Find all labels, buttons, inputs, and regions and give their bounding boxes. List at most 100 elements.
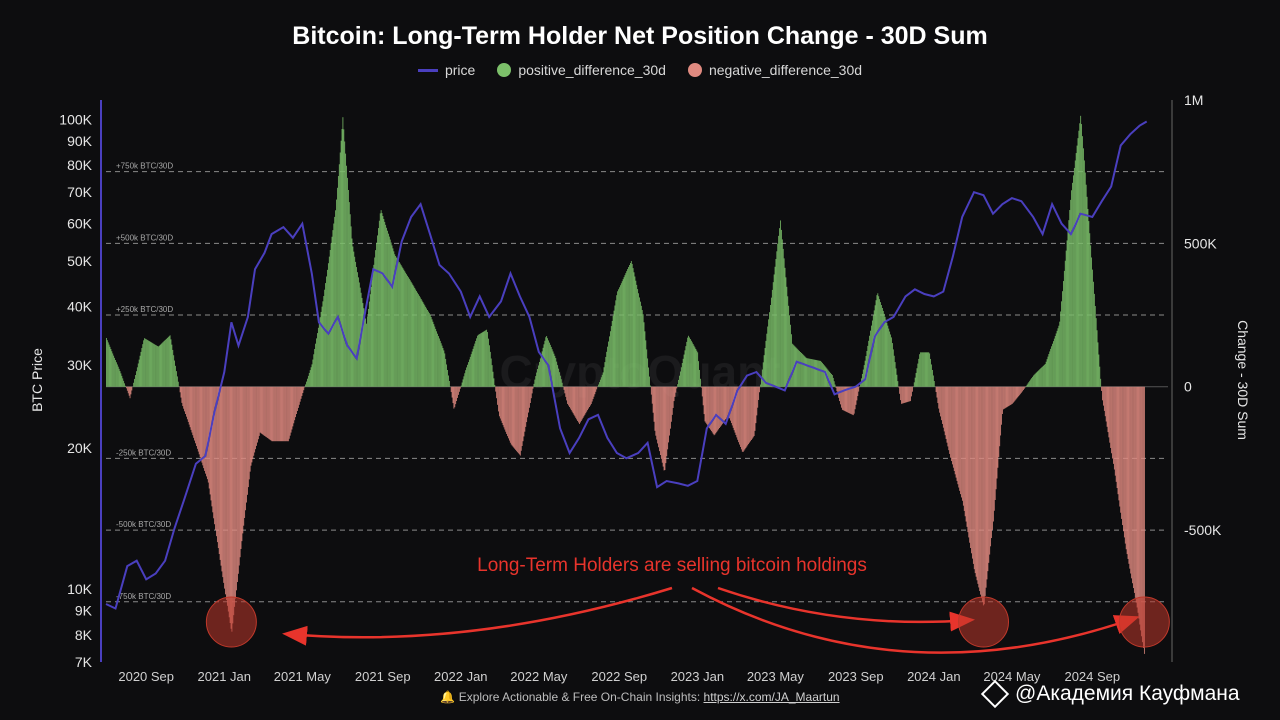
x-tick-label: 2022 Sep [591,669,647,684]
bar-negative [911,386,912,397]
bar-positive [807,358,809,387]
bar-negative [302,386,304,394]
bar-positive [800,351,801,387]
bar-negative [195,386,196,444]
bar-positive [896,374,898,387]
bar-positive [493,378,495,387]
bar-negative [718,386,720,430]
bar-negative [279,386,281,442]
legend-item-price[interactable]: price [417,62,475,78]
bar-positive [773,274,775,387]
bar-negative [650,386,652,395]
bar-positive [374,257,376,387]
bar-negative [845,386,847,412]
bar-positive [678,379,679,387]
bar-positive [801,353,803,387]
bar-negative [458,386,460,392]
bar-negative [1113,386,1115,470]
bar-positive [915,372,917,387]
bar-positive [488,338,489,387]
bar-negative [1117,386,1119,495]
bar-negative [756,386,758,416]
bar-negative [563,386,565,390]
bar-negative [715,386,717,434]
bar-positive [383,218,385,387]
bar-positive [1063,281,1064,387]
bar-positive [138,359,140,387]
bar-positive [393,251,395,387]
bar-positive [792,344,794,387]
footer-link[interactable]: https://x.com/JA_Maartun [703,690,840,704]
bar-positive [877,293,879,387]
bar-positive [314,348,316,387]
bar-negative [227,386,229,612]
bar-negative [1019,386,1021,395]
bar-positive [137,363,139,387]
bar-positive [642,314,644,387]
x-tick-label: 2022 Jan [434,669,488,684]
bar-negative [1135,386,1137,603]
bar-positive [781,239,783,387]
bar-negative [297,386,299,408]
bar-negative [596,386,598,390]
bar-positive [428,313,430,387]
bar-positive [803,355,805,387]
bar-negative [980,386,982,595]
bar-positive [399,263,401,387]
bar-negative [218,386,220,555]
bar-positive [1095,318,1097,387]
bar-positive [683,354,685,387]
bar-negative [129,386,131,399]
bar-negative [192,386,194,436]
bar-positive [760,384,761,387]
bar-negative [196,386,197,447]
bar-negative [269,386,271,440]
bar-negative [238,386,240,566]
bar-positive [812,359,814,387]
bar-negative [222,386,224,578]
legend-item-positive[interactable]: positive_difference_30d [497,62,666,78]
bar-positive [117,366,119,387]
bar-negative [219,386,221,560]
bar-positive [1026,384,1028,387]
bar-positive [791,334,792,387]
bar-positive [305,384,307,387]
bar-negative [1007,386,1009,407]
axes-group [100,100,1173,662]
bar-positive [612,315,614,387]
bar-positive [177,381,179,387]
bar-positive [110,349,112,387]
bar-positive [440,343,442,387]
bar-positive [1040,368,1042,387]
bar-negative [982,386,984,606]
legend-item-negative[interactable]: negative_difference_30d [687,62,862,78]
bar-negative [975,386,977,577]
x-tick-label: 2023 May [747,669,805,684]
bar-negative [250,386,252,466]
bar-positive [694,347,696,387]
bar-negative [230,386,232,629]
bar-negative [285,386,286,442]
bar-positive [609,336,610,387]
bar-positive [347,189,349,387]
bar-negative [267,386,268,438]
bar-negative [951,386,952,462]
bar-negative [251,386,253,463]
bar-positive [148,340,150,387]
bar-positive [331,236,333,387]
bar-negative [498,386,500,417]
bar-negative [967,386,969,533]
bar-positive [113,355,115,387]
highlight-marker [1118,596,1170,648]
bar-positive [413,286,415,387]
bar-positive [408,277,409,387]
bar-positive [477,335,478,387]
bar-positive [887,325,889,387]
bar-negative [969,386,971,543]
bar-negative [1118,386,1120,501]
bar-positive [895,368,897,387]
bar-negative [459,386,461,389]
footer-text: Explore Actionable & Free On-Chain Insig… [458,690,704,704]
bar-negative [220,386,222,566]
bar-positive [609,331,611,387]
